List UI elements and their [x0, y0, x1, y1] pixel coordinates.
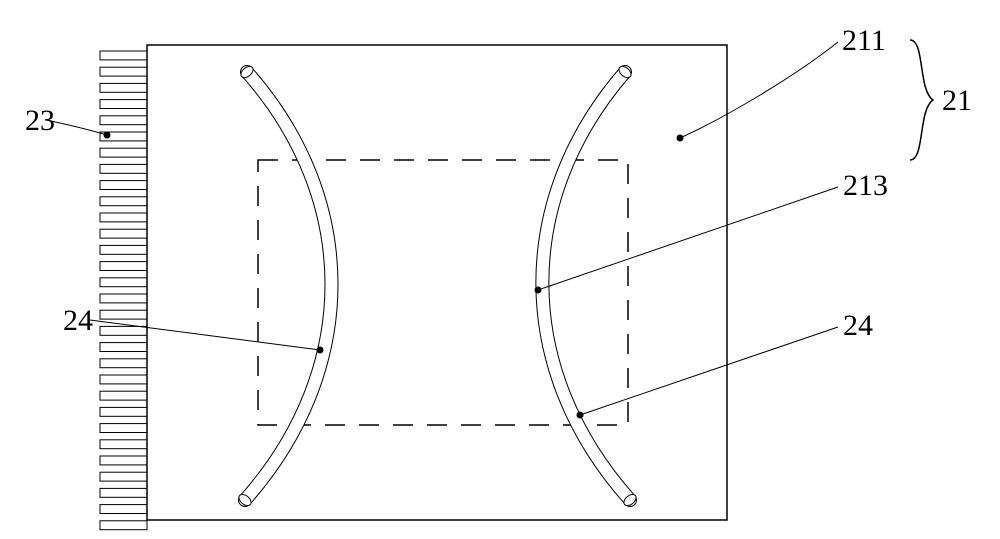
leader-line-23	[46, 120, 107, 135]
label-213: 213	[843, 169, 888, 202]
fin	[100, 278, 147, 287]
fin	[100, 440, 147, 449]
fin	[100, 229, 147, 238]
diagram-canvas: 23 24 211 213 24 21	[0, 0, 1000, 539]
fin	[100, 359, 147, 368]
fin	[100, 521, 147, 530]
fin	[100, 456, 147, 465]
fin	[100, 424, 147, 433]
fin	[100, 472, 147, 481]
leader-dot-24a	[317, 347, 324, 354]
leader-line-24b	[580, 327, 838, 415]
fin	[100, 148, 147, 157]
fin	[100, 181, 147, 190]
leader-line-213	[538, 187, 838, 290]
fin	[100, 100, 147, 109]
fin	[100, 375, 147, 384]
fin	[100, 67, 147, 76]
fin	[100, 262, 147, 271]
label-211: 211	[842, 24, 886, 57]
fin	[100, 505, 147, 514]
fin	[100, 245, 147, 254]
leader-dot-23	[104, 132, 111, 139]
fin	[100, 294, 147, 303]
fin	[100, 116, 147, 125]
leader-dot-211	[677, 135, 684, 142]
arc-right-inner	[542, 72, 630, 500]
fin	[100, 488, 147, 497]
fin	[100, 213, 147, 222]
fin	[100, 326, 147, 335]
fin	[100, 164, 147, 173]
label-24a: 24	[63, 304, 93, 337]
leader-line-211	[680, 42, 838, 138]
main-rect	[147, 45, 727, 520]
fin	[100, 343, 147, 352]
fin	[100, 310, 147, 319]
leader-dot-24b	[577, 412, 584, 419]
leader-dot-213	[535, 287, 542, 294]
fin	[100, 83, 147, 92]
label-24b: 24	[843, 309, 873, 342]
fin	[100, 51, 147, 60]
label-21: 21	[942, 84, 972, 117]
bracket-21	[910, 40, 933, 160]
fin	[100, 407, 147, 416]
fin	[100, 391, 147, 400]
arc-left-inner	[245, 72, 332, 500]
fin	[100, 197, 147, 206]
label-23: 23	[25, 104, 55, 137]
